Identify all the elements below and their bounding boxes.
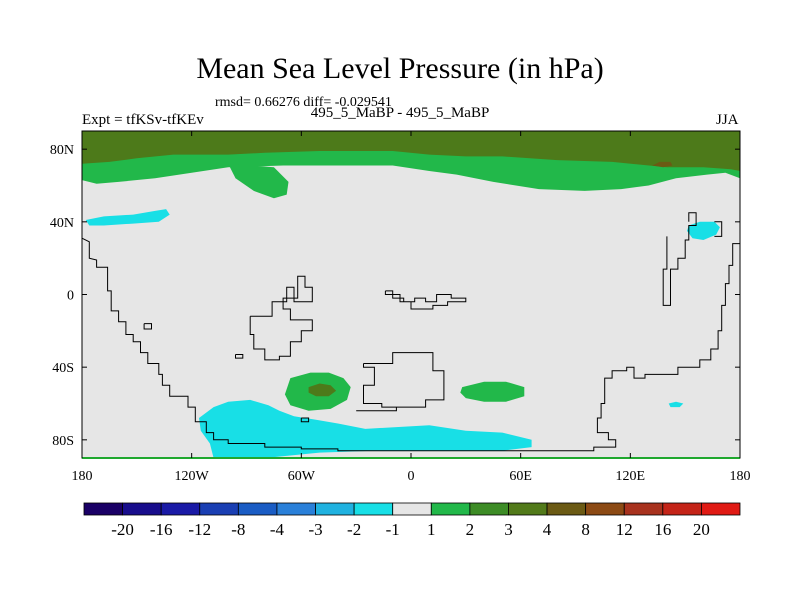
colorbar-label: -12 <box>188 520 211 539</box>
colorbar-label: -3 <box>308 520 322 539</box>
colorbar-box <box>662 502 702 516</box>
page-title: Mean Sea Level Pressure (in hPa) <box>196 52 604 85</box>
colorbar-box <box>276 502 316 516</box>
colorbar-label: -1 <box>386 520 400 539</box>
coastline-7 <box>384 290 467 310</box>
y-tick-label: 0 <box>67 289 74 304</box>
y-tick-label: 40S <box>52 361 74 376</box>
colorbar-label: 4 <box>543 520 552 539</box>
x-tick-label: 120W <box>175 469 210 484</box>
colorbar-box <box>623 502 664 516</box>
x-tick-label: 60E <box>509 469 532 484</box>
x-tick-label: 180 <box>730 469 751 484</box>
colorbar-box <box>315 502 355 516</box>
x-tick-label: 120E <box>616 469 646 484</box>
experiment-label: Expt = tfKSv-tfKEv <box>82 112 204 128</box>
season-label: JJA <box>716 112 739 128</box>
colorbar-label: -20 <box>111 520 134 539</box>
coastline-4 <box>235 354 244 359</box>
subtitle-label: 495_5_MaBP - 495_5_MaBP <box>310 105 490 121</box>
contour-region-arctic-core <box>82 131 740 171</box>
coastline-9 <box>356 407 397 412</box>
colorbar-label: 3 <box>504 520 513 539</box>
contour-region-north-pacific-low <box>85 209 170 226</box>
colorbar-box <box>508 502 548 516</box>
contour-region-southern-ocean-spot <box>668 401 684 408</box>
colorbar-box <box>237 502 278 516</box>
colorbar-box <box>353 502 394 516</box>
contour-region-west-pacific-low <box>687 221 720 240</box>
x-tick-label: 60W <box>288 469 316 484</box>
coastline-8 <box>363 352 445 408</box>
colorbar-label: 20 <box>693 520 710 539</box>
colorbar-label: -16 <box>150 520 173 539</box>
y-tick-label: 40N <box>50 216 74 231</box>
colorbar-box <box>585 502 625 516</box>
colorbar-label: -4 <box>270 520 285 539</box>
contour-region-south-atlantic-core <box>308 383 337 397</box>
colorbar-label: 16 <box>654 520 671 539</box>
colorbar-box <box>122 502 162 516</box>
contour-region-pacific-lobe <box>228 163 289 199</box>
coastline-6 <box>300 417 310 423</box>
colorbar-box <box>469 502 509 516</box>
colorbar-box <box>199 502 239 516</box>
colorbar-box <box>83 502 123 516</box>
coastline-5 <box>249 275 313 361</box>
colorbar-label: 2 <box>466 520 475 539</box>
colorbar-box <box>392 502 432 516</box>
colorbar-label: -2 <box>347 520 361 539</box>
coastline-1 <box>662 212 697 306</box>
contour-region-arctic-max <box>652 161 673 168</box>
contour-region-southern-ocean-low <box>199 399 532 458</box>
colorbar-box <box>701 502 741 516</box>
coastline-3 <box>143 323 152 330</box>
contour-region-indian-ocean-high <box>460 381 525 402</box>
colorbar-box <box>430 502 471 516</box>
y-tick-label: 80N <box>50 143 74 158</box>
x-tick-label: 180 <box>72 469 93 484</box>
x-tick-label: 0 <box>408 469 415 484</box>
colorbar-box <box>160 502 201 516</box>
colorbar-box <box>546 502 587 516</box>
colorbar-label: -8 <box>231 520 245 539</box>
colorbar-label: 8 <box>581 520 590 539</box>
coastline-0 <box>82 237 740 452</box>
stats-label: rmsd= 0.66276 diff= -0.029541 <box>215 95 392 110</box>
colorbar-label: 1 <box>427 520 436 539</box>
y-tick-label: 80S <box>52 434 74 449</box>
coastline-2 <box>714 221 723 237</box>
colorbar-label: 12 <box>616 520 633 539</box>
